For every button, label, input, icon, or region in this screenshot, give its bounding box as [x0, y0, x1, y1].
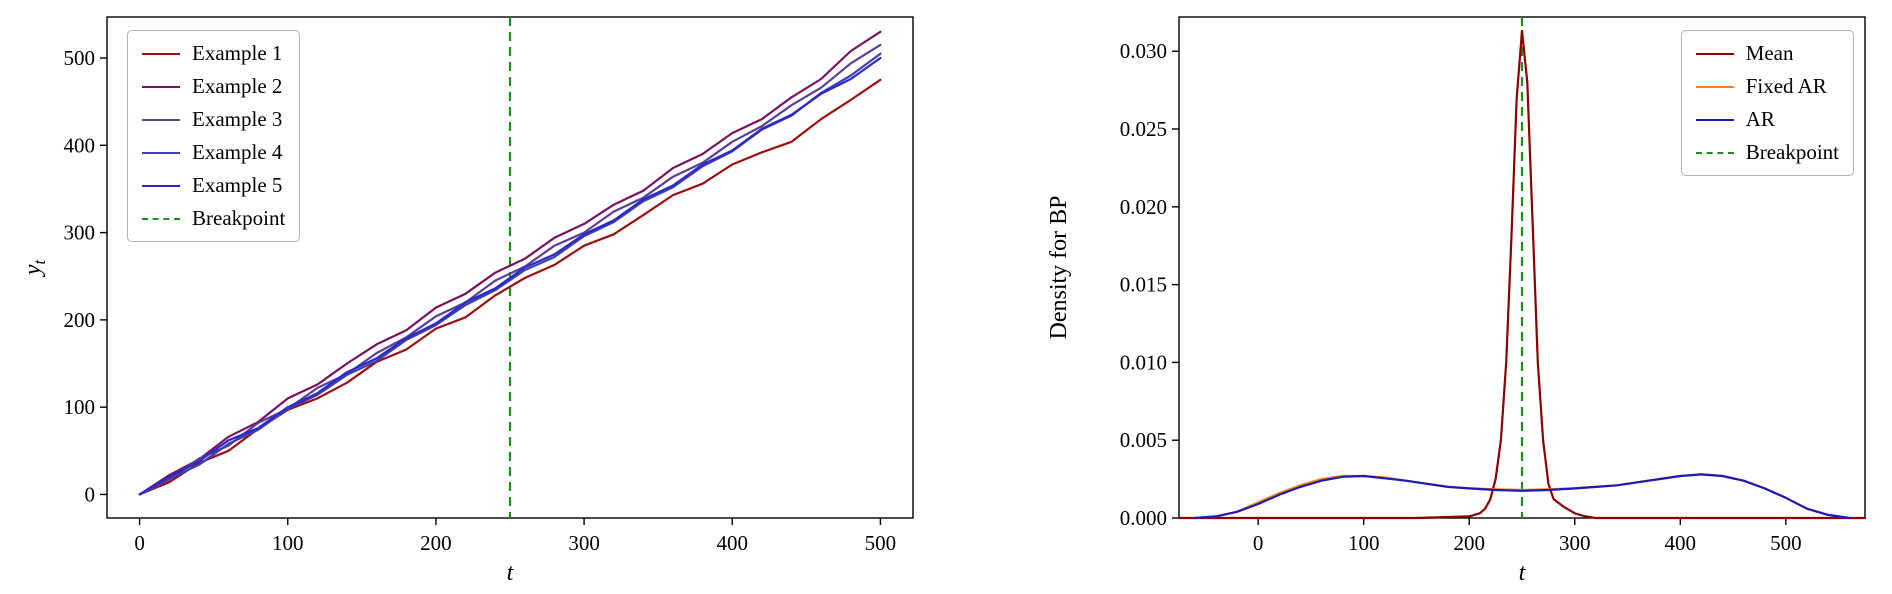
x-tick-label: 200 — [420, 531, 452, 555]
legend-label: Mean — [1745, 41, 1794, 65]
legend-line-swatch — [1695, 118, 1734, 121]
x-tick-label: 0 — [134, 531, 145, 555]
y-tick-label: 100 — [64, 395, 96, 419]
legend-label: Example 2 — [192, 74, 283, 98]
legend-item: Fixed AR — [1695, 74, 1839, 98]
x-tick-label: 400 — [1665, 531, 1697, 555]
x-tick-label: 300 — [568, 531, 600, 555]
y-tick-label: 300 — [64, 221, 96, 245]
y-tick-label: 500 — [64, 46, 96, 70]
legend-line-swatch — [142, 184, 180, 187]
legend-item: Example 2 — [142, 76, 285, 97]
y-tick-label: 0.025 — [1120, 117, 1167, 141]
x-tick-label: 500 — [865, 531, 897, 555]
legend-line-swatch — [1695, 151, 1734, 154]
legend-label: Breakpoint — [1745, 140, 1839, 164]
y-tick-label: 200 — [64, 308, 96, 332]
left-line-chart: 0 100 200 300 400 500 0 100 200 300 400 500 t yt — [20, 16, 914, 586]
legend-line-swatch — [1695, 85, 1734, 88]
legend-label: Example 4 — [192, 140, 283, 164]
right-chart-legend: Mean Fixed AR AR Breakpoint — [1680, 30, 1854, 176]
legend-label: Fixed AR — [1745, 74, 1827, 98]
legend-line-swatch — [1695, 52, 1734, 55]
x-tick-label: 300 — [1559, 531, 1591, 555]
series-line-example-5 — [138, 56, 882, 496]
y-tick-label: 0 — [85, 482, 96, 506]
legend-line-swatch — [142, 85, 180, 88]
x-tick-label: 0 — [1253, 531, 1264, 555]
y-tick-label: 0.000 — [1120, 506, 1167, 530]
legend-line-swatch — [142, 118, 180, 121]
legend-label: Example 3 — [192, 107, 283, 131]
y-tick-label: 0.030 — [1120, 39, 1167, 63]
legend-line-swatch — [142, 52, 180, 55]
legend-item: Breakpoint — [142, 208, 285, 229]
legend-label: Example 1 — [192, 41, 283, 65]
legend-item: Example 1 — [142, 43, 285, 64]
x-axis-label: t — [1519, 560, 1527, 586]
x-tick-label: 200 — [1453, 531, 1485, 555]
legend-item: AR — [1695, 107, 1839, 131]
y-tick-label: 0.010 — [1120, 350, 1167, 374]
legend-line-swatch — [142, 217, 180, 220]
y-tick-label: 0.020 — [1120, 195, 1167, 219]
right-chart-panel: 0 100 200 300 400 500 0.000 0.005 0.010 0.015 0.02… — [946, 0, 1892, 594]
legend-label: Example 5 — [192, 173, 283, 197]
series-line-example-2 — [138, 30, 882, 496]
legend-item: Example 5 — [142, 175, 285, 196]
series-line-mean — [1177, 29, 1867, 520]
legend-item: Mean — [1695, 41, 1839, 65]
y-tick-label: 400 — [64, 133, 96, 157]
right-density-chart: 0 100 200 300 400 500 0.000 0.005 0.010 0.015 0.02… — [1046, 16, 1867, 586]
x-axis-label: t — [507, 560, 515, 586]
y-axis-label: Density for BP — [1046, 196, 1072, 340]
x-tick-label: 100 — [272, 531, 304, 555]
legend-label: AR — [1745, 107, 1775, 131]
series-line-ar — [1193, 473, 1851, 520]
legend-item: Breakpoint — [1695, 140, 1839, 164]
y-tick-label: 0.015 — [1120, 273, 1167, 297]
series-line-example-3 — [138, 43, 882, 496]
left-chart-panel: 0 100 200 300 400 500 0 100 200 300 400 500 t yt Exam… — [20, 16, 914, 586]
y-axis-label: yt — [20, 260, 49, 278]
legend-item: Example 4 — [142, 142, 285, 163]
x-tick-label: 500 — [1770, 531, 1802, 555]
left-chart-legend: Example 1 Example 2 Example 3 Example 4 Exam… — [127, 30, 301, 242]
x-tick-label: 100 — [1348, 531, 1380, 555]
legend-label: Breakpoint — [192, 206, 286, 230]
series-line-fixed-ar — [1193, 473, 1851, 520]
y-tick-label: 0.005 — [1120, 428, 1167, 452]
x-tick-label: 400 — [716, 531, 748, 555]
legend-line-swatch — [142, 151, 180, 154]
legend-item: Example 3 — [142, 109, 285, 130]
